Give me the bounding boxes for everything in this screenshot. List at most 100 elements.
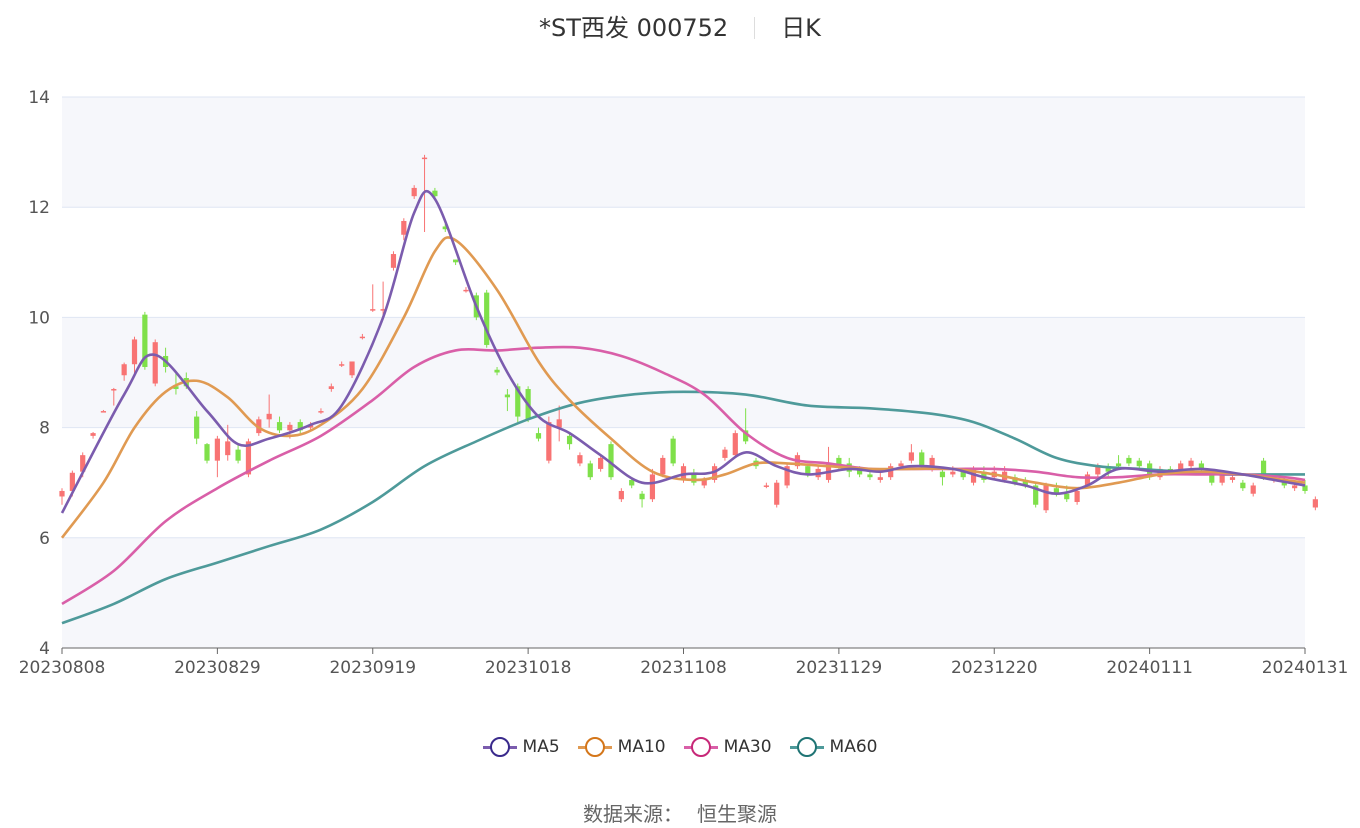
legend-label-ma10: MA10 <box>617 737 666 757</box>
x-tick-label: 20230829 <box>174 658 261 678</box>
legend-item-ma5[interactable]: MA5 <box>482 736 560 758</box>
candle-body <box>639 493 645 500</box>
candle-body <box>214 438 220 461</box>
candle-body <box>453 259 459 263</box>
candle-body <box>411 187 417 197</box>
series-line-ma5 <box>60 189 1306 514</box>
legend-item-ma30[interactable]: MA30 <box>683 736 772 758</box>
candle-body <box>836 457 842 467</box>
candle-body <box>442 226 448 230</box>
candle-body <box>380 309 386 311</box>
candle-body <box>235 449 241 461</box>
candle-body <box>266 413 272 420</box>
candle-body <box>1250 485 1256 494</box>
candle-body <box>1209 471 1215 483</box>
candle-body <box>856 468 863 475</box>
legend-item-ma10[interactable]: MA10 <box>577 736 666 758</box>
candle-body <box>245 441 252 475</box>
y-tick-label: 8 <box>39 419 50 439</box>
x-tick-label: 20230808 <box>19 658 106 678</box>
candle-body <box>1033 485 1039 505</box>
candle-body <box>1012 477 1018 483</box>
x-tick-label: 20231129 <box>796 658 883 678</box>
candle-body <box>618 490 624 500</box>
candle-body <box>577 455 583 464</box>
candle-body <box>691 474 697 483</box>
chart-title: *ST西发 000752 日K <box>0 8 1360 43</box>
y-tick-label: 6 <box>39 529 50 549</box>
candle-body <box>743 430 749 442</box>
candle-body <box>432 190 438 197</box>
candle-body <box>877 477 883 480</box>
candle-body <box>401 220 407 235</box>
candle-body <box>131 339 138 365</box>
candle-body <box>939 471 946 478</box>
candle-body <box>69 472 75 491</box>
title-separator <box>754 17 756 39</box>
series-line-ma30 <box>61 345 1306 606</box>
data-source: 数据来源： 恒生聚源 <box>0 798 1360 827</box>
candle-body <box>484 292 490 345</box>
candle-body <box>888 466 894 478</box>
candle-body <box>194 416 200 439</box>
candle-body <box>929 457 935 467</box>
candle-body <box>1136 460 1142 467</box>
candle-body <box>763 485 769 487</box>
candle-body <box>1053 488 1059 494</box>
chart-legend: MA5 MA10 MA30 MA60 <box>0 736 1360 758</box>
candle-body <box>173 386 179 390</box>
candle-body <box>774 482 780 505</box>
candle-body <box>1095 466 1101 475</box>
candle-body <box>587 463 593 478</box>
legend-marker-ma60 <box>789 736 824 758</box>
candle-body <box>90 433 96 436</box>
candle-body <box>649 474 656 500</box>
candle-body <box>960 471 966 478</box>
legend-marker-ma5 <box>482 736 517 758</box>
candle-body <box>784 466 790 486</box>
legend-item-ma60[interactable]: MA60 <box>789 736 878 758</box>
candle-body <box>950 471 956 475</box>
candle-body <box>1022 479 1028 486</box>
candle-body <box>1312 499 1318 508</box>
candle-body <box>546 422 552 461</box>
candle-body <box>908 452 914 461</box>
y-tick-label: 12 <box>28 198 50 218</box>
candle-body <box>1126 457 1132 464</box>
candle-body <box>1074 490 1080 502</box>
candle-body <box>421 157 428 160</box>
y-tick-label: 4 <box>39 639 50 659</box>
x-tick-label: 20231220 <box>951 658 1038 678</box>
candle-body <box>297 422 303 431</box>
candle-body <box>59 490 65 497</box>
candle-body <box>1219 474 1225 483</box>
candle-body <box>494 369 500 373</box>
candle-body <box>867 474 873 478</box>
legend-label-ma60: MA60 <box>829 737 878 757</box>
legend-label-ma30: MA30 <box>723 737 772 757</box>
candle-body <box>121 364 127 376</box>
y-tick-label: 10 <box>28 308 50 328</box>
candle-body <box>629 479 635 486</box>
candle-body <box>556 419 562 428</box>
candle-body <box>1043 485 1049 511</box>
candle-body <box>100 411 107 413</box>
candle-body <box>515 386 521 417</box>
candle-body <box>701 479 707 486</box>
candle-body <box>339 364 345 366</box>
candle-body <box>919 452 925 467</box>
candle-body <box>225 441 231 456</box>
legend-marker-ma30 <box>683 736 718 758</box>
candle-body <box>566 435 573 445</box>
candle-body <box>535 433 542 439</box>
grid-band <box>62 537 1305 648</box>
x-tick-label: 20240111 <box>1106 658 1193 678</box>
chart-period: 日K <box>781 14 821 42</box>
candle-body <box>390 254 397 268</box>
candle-body <box>111 389 117 391</box>
candle-body <box>1157 468 1163 478</box>
candle-body <box>1292 485 1298 489</box>
candle-body <box>359 336 365 339</box>
grid-band <box>62 317 1305 428</box>
